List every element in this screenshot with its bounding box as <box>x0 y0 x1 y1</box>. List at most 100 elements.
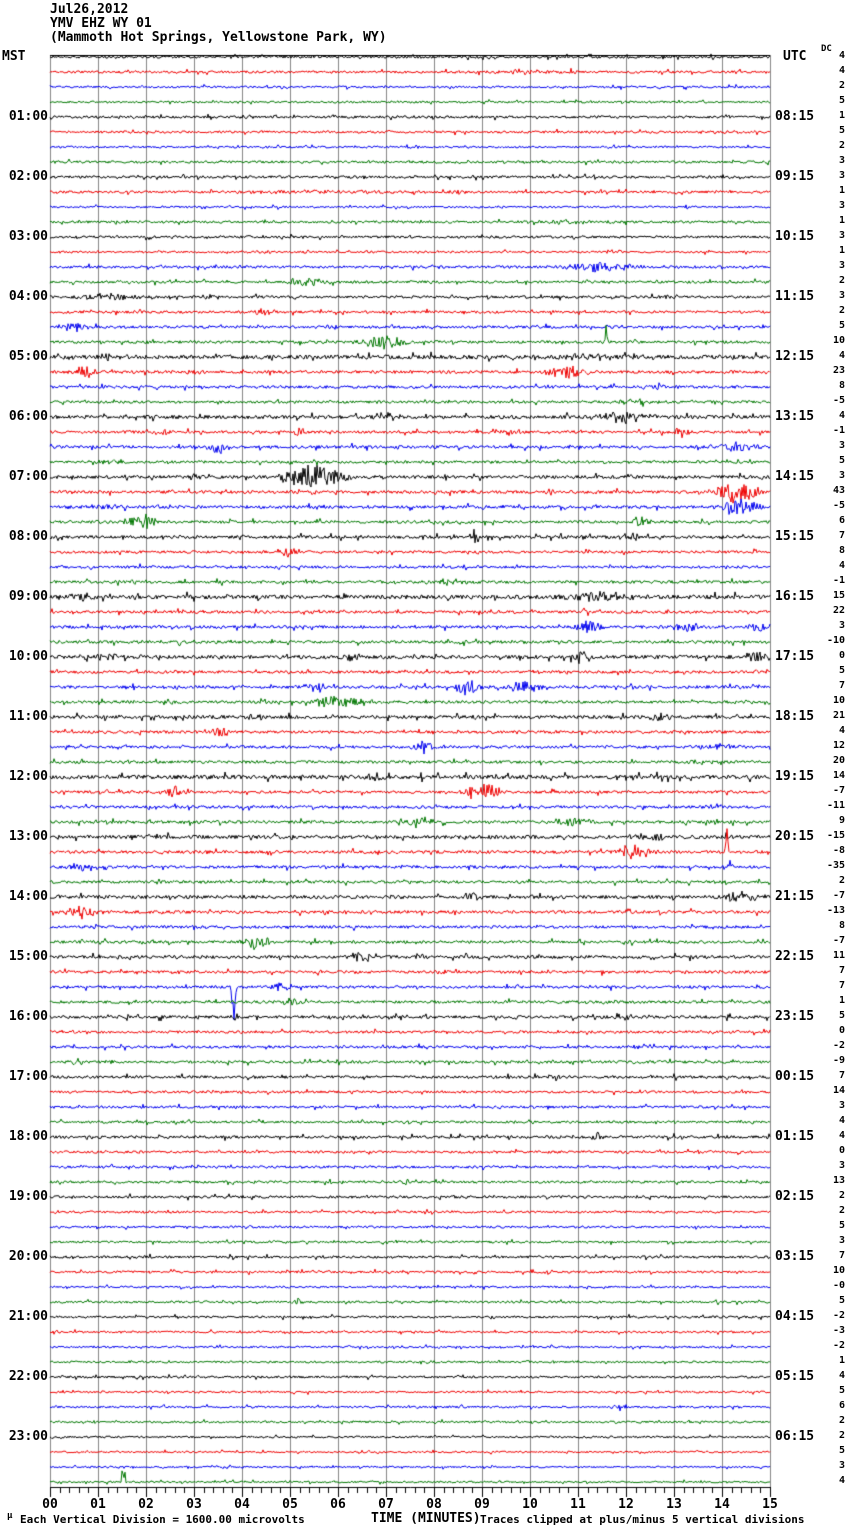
x-axis-tick-label: 03 <box>186 1497 202 1512</box>
dc-value: 10 <box>832 335 845 346</box>
mst-time-label: 14:00 <box>8 889 48 904</box>
dc-value: -35 <box>826 860 845 871</box>
dc-value: 5 <box>838 125 845 136</box>
utc-time-label: 21:15 <box>775 889 815 904</box>
utc-time-label: 06:15 <box>775 1429 815 1444</box>
utc-time-label: 14:15 <box>775 469 815 484</box>
dc-value: -10 <box>826 635 845 646</box>
utc-time-label: 17:15 <box>775 649 815 664</box>
dc-value: 7 <box>838 680 845 691</box>
dc-value: 14 <box>832 770 845 781</box>
dc-value: 1 <box>838 110 845 121</box>
dc-value: -9 <box>832 1055 845 1066</box>
utc-time-label: 08:15 <box>775 109 815 124</box>
utc-time-label: 20:15 <box>775 829 815 844</box>
dc-value: 0 <box>838 1025 845 1036</box>
dc-value: 4 <box>838 560 845 571</box>
x-axis-tick-label: 06 <box>330 1497 346 1512</box>
dc-value: 4 <box>838 1475 845 1486</box>
dc-value: 7 <box>838 965 845 976</box>
dc-value: 3 <box>838 620 845 631</box>
dc-value: 23 <box>832 365 845 376</box>
dc-value: -1 <box>832 575 845 586</box>
dc-value: -3 <box>832 1325 845 1336</box>
mst-time-label: 15:00 <box>8 949 48 964</box>
dc-value: -2 <box>832 1040 845 1051</box>
dc-value: 8 <box>838 380 845 391</box>
mst-time-label: 08:00 <box>8 529 48 544</box>
mst-time-label: 11:00 <box>8 709 48 724</box>
mst-time-label: 06:00 <box>8 409 48 424</box>
dc-value: 5 <box>838 1385 845 1396</box>
mst-time-label: 05:00 <box>8 349 48 364</box>
dc-value: 3 <box>838 1160 845 1171</box>
dc-value: 3 <box>838 1460 845 1471</box>
dc-value: 21 <box>832 710 845 721</box>
dc-value: 4 <box>838 65 845 76</box>
dc-value: -5 <box>832 395 845 406</box>
mst-time-label: 12:00 <box>8 769 48 784</box>
dc-value: 10 <box>832 1265 845 1276</box>
dc-value: 5 <box>838 1445 845 1456</box>
x-axis-tick-label: 02 <box>138 1497 154 1512</box>
corner-mu-glyph: μ <box>7 1511 13 1521</box>
dc-value: 3 <box>838 1235 845 1246</box>
utc-time-label: 12:15 <box>775 349 815 364</box>
x-axis-tick-label: 13 <box>666 1497 682 1512</box>
mst-time-label: 21:00 <box>8 1309 48 1324</box>
dc-value: 0 <box>838 650 845 661</box>
dc-value: -5 <box>832 500 845 511</box>
utc-time-label: 09:15 <box>775 169 815 184</box>
dc-value: -11 <box>826 800 845 811</box>
x-axis-tick-label: 01 <box>90 1497 106 1512</box>
dc-value: 14 <box>832 1085 845 1096</box>
dc-value: 1 <box>838 215 845 226</box>
dc-value: 10 <box>832 695 845 706</box>
dc-value: 4 <box>838 1130 845 1141</box>
utc-time-label: 15:15 <box>775 529 815 544</box>
mst-time-label: 02:00 <box>8 169 48 184</box>
utc-time-label: 19:15 <box>775 769 815 784</box>
dc-value: 1 <box>838 995 845 1006</box>
dc-value: -7 <box>832 890 845 901</box>
dc-value: -2 <box>832 1340 845 1351</box>
dc-value: 12 <box>832 740 845 751</box>
utc-time-label: 00:15 <box>775 1069 815 1084</box>
dc-value: 2 <box>838 1415 845 1426</box>
scale-note: Each Vertical Division = 1600.00 microvo… <box>20 1513 305 1526</box>
utc-time-label: 05:15 <box>775 1369 815 1384</box>
x-axis-tick-label: 05 <box>282 1497 298 1512</box>
mst-time-label: 13:00 <box>8 829 48 844</box>
mst-time-label: 22:00 <box>8 1369 48 1384</box>
dc-value: 15 <box>832 590 845 601</box>
dc-value: -2 <box>832 1310 845 1321</box>
clip-note: Traces clipped at plus/minus 5 vertical … <box>480 1513 805 1526</box>
dc-value: 2 <box>838 1430 845 1441</box>
utc-time-label: 16:15 <box>775 589 815 604</box>
dc-value: 4 <box>838 410 845 421</box>
dc-value: 3 <box>838 440 845 451</box>
mst-time-label: 04:00 <box>8 289 48 304</box>
x-axis-tick-label: 00 <box>42 1497 58 1512</box>
dc-value: 8 <box>838 920 845 931</box>
dc-value: -0 <box>832 1280 845 1291</box>
dc-value: 13 <box>832 1175 845 1186</box>
dc-value: 7 <box>838 1250 845 1261</box>
utc-time-label: 01:15 <box>775 1129 815 1144</box>
x-axis-tick-label: 14 <box>714 1497 730 1512</box>
dc-value: 4 <box>838 1115 845 1126</box>
dc-value: 2 <box>838 1190 845 1201</box>
dc-value: 6 <box>838 515 845 526</box>
utc-time-label: 11:15 <box>775 289 815 304</box>
mst-time-label: 07:00 <box>8 469 48 484</box>
x-axis-title: TIME (MINUTES) <box>371 1511 481 1526</box>
mst-time-label: 20:00 <box>8 1249 48 1264</box>
dc-value: 3 <box>838 290 845 301</box>
dc-value: 2 <box>838 275 845 286</box>
dc-value: 3 <box>838 470 845 481</box>
dc-value: 2 <box>838 140 845 151</box>
dc-value: 6 <box>838 1400 845 1411</box>
mst-time-label: 19:00 <box>8 1189 48 1204</box>
dc-value: 3 <box>838 170 845 181</box>
dc-value: 7 <box>838 1070 845 1081</box>
